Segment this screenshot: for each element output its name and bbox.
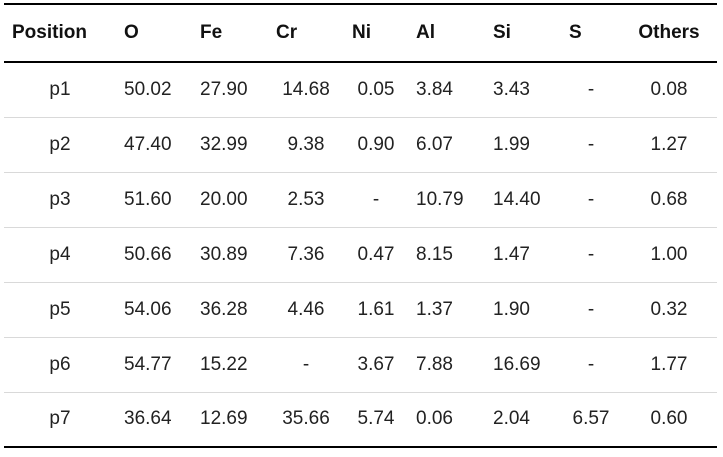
cell-ni: 0.05 — [357, 78, 395, 100]
cell-si: 16.69 — [493, 353, 541, 375]
cell-s: - — [587, 298, 595, 320]
cell-al: 8.15 — [416, 243, 453, 265]
cell-al: 0.06 — [416, 408, 453, 430]
cell-position: p6 — [49, 353, 71, 375]
header-o: O — [124, 22, 139, 43]
cell-o: 50.02 — [124, 78, 172, 100]
header-fe: Fe — [200, 22, 223, 43]
table-row: p4 50.66 30.89 7.36 0.47 8.15 1.47 - 1.00 — [4, 227, 717, 282]
table-row: p1 50.02 27.90 14.68 0.05 3.84 3.43 - 0.08 — [4, 62, 717, 117]
cell-position: p2 — [49, 133, 71, 155]
composition-table: Position O Fe Cr Ni Al Si S Others p1 50.… — [4, 3, 717, 448]
cell-s: - — [587, 188, 595, 210]
table-row: p3 51.60 20.00 2.53 - 10.79 14.40 - 0.68 — [4, 172, 717, 227]
cell-fe: 36.28 — [200, 298, 248, 320]
table-row: p7 36.64 12.69 35.66 5.74 0.06 2.04 6.57 0.60 — [4, 392, 717, 447]
cell-others: 1.27 — [650, 133, 688, 155]
cell-o: 47.40 — [124, 133, 172, 155]
cell-others: 1.77 — [650, 353, 688, 375]
table-row: p6 54.77 15.22 - 3.67 7.88 16.69 - 1.77 — [4, 337, 717, 392]
cell-o: 51.60 — [124, 188, 172, 210]
cell-si: 1.47 — [493, 243, 530, 265]
cell-cr: 9.38 — [287, 133, 325, 155]
table-row: p5 54.06 36.28 4.46 1.61 1.37 1.90 - 0.32 — [4, 282, 717, 337]
cell-others: 1.00 — [650, 243, 688, 265]
cell-ni: - — [372, 188, 380, 210]
cell-ni: 1.61 — [357, 298, 395, 320]
cell-position: p5 — [49, 298, 71, 320]
cell-fe: 32.99 — [200, 133, 248, 155]
cell-position: p7 — [49, 408, 71, 430]
header-s: S — [569, 22, 582, 43]
header-ni: Ni — [352, 22, 371, 43]
cell-s: - — [587, 243, 595, 265]
cell-s: - — [587, 353, 595, 375]
cell-ni: 5.74 — [357, 408, 395, 430]
cell-al: 6.07 — [416, 133, 453, 155]
cell-si: 1.99 — [493, 133, 530, 155]
cell-fe: 12.69 — [200, 408, 248, 430]
cell-si: 1.90 — [493, 298, 530, 320]
table-row: p2 47.40 32.99 9.38 0.90 6.07 1.99 - 1.27 — [4, 117, 717, 172]
cell-o: 36.64 — [124, 408, 172, 430]
cell-s: - — [587, 133, 595, 155]
header-cr: Cr — [276, 22, 298, 43]
table-body: p1 50.02 27.90 14.68 0.05 3.84 3.43 - 0.08 p2 47.4… — [4, 62, 717, 447]
cell-al: 1.37 — [416, 298, 453, 320]
cell-o: 54.77 — [124, 353, 172, 375]
cell-ni: 3.67 — [357, 353, 395, 375]
cell-cr: - — [302, 353, 310, 375]
cell-al: 10.79 — [416, 188, 464, 210]
cell-fe: 20.00 — [200, 188, 248, 210]
header-si: Si — [493, 22, 511, 43]
cell-others: 0.68 — [650, 188, 688, 210]
cell-cr: 4.46 — [287, 298, 325, 320]
cell-cr: 2.53 — [287, 188, 325, 210]
cell-cr: 7.36 — [287, 243, 325, 265]
cell-fe: 30.89 — [200, 243, 248, 265]
cell-s: 6.57 — [572, 408, 610, 430]
header-al: Al — [416, 22, 435, 43]
cell-position: p3 — [49, 188, 71, 210]
header-others: Others — [638, 22, 700, 43]
cell-si: 2.04 — [493, 408, 530, 430]
cell-position: p4 — [49, 243, 71, 265]
cell-fe: 27.90 — [200, 78, 248, 100]
table-header-row: Position O Fe Cr Ni Al Si S Others — [4, 4, 717, 62]
cell-ni: 0.90 — [357, 133, 395, 155]
cell-al: 7.88 — [416, 353, 453, 375]
cell-al: 3.84 — [416, 78, 453, 100]
cell-position: p1 — [49, 78, 71, 100]
cell-others: 0.32 — [650, 298, 688, 320]
cell-o: 50.66 — [124, 243, 172, 265]
cell-si: 14.40 — [493, 188, 541, 210]
cell-cr: 35.66 — [282, 408, 330, 430]
cell-o: 54.06 — [124, 298, 172, 320]
cell-cr: 14.68 — [282, 78, 330, 100]
cell-ni: 0.47 — [357, 243, 395, 265]
header-position: Position — [12, 22, 87, 43]
cell-others: 0.60 — [650, 408, 688, 430]
composition-table-container: Position O Fe Cr Ni Al Si S Others p1 50.… — [4, 3, 717, 448]
cell-fe: 15.22 — [200, 353, 248, 375]
cell-s: - — [587, 78, 595, 100]
cell-si: 3.43 — [493, 78, 530, 100]
cell-others: 0.08 — [650, 78, 688, 100]
